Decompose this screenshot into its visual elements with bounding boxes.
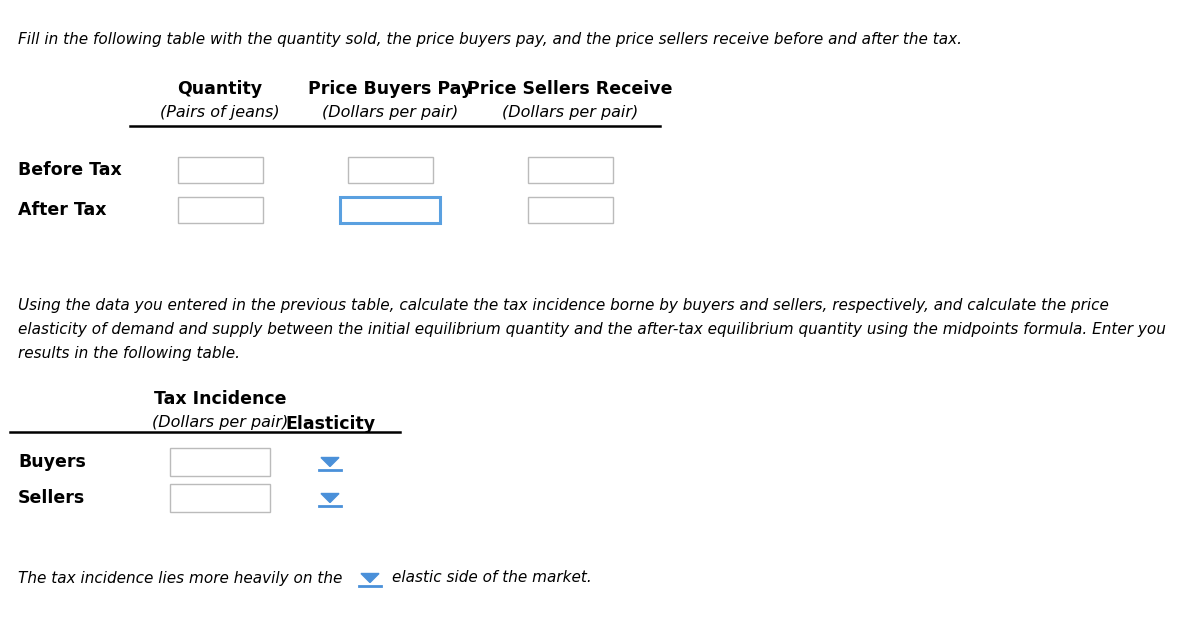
Bar: [170, 484, 270, 512]
Text: elasticity of demand and supply between the initial equilibrium quantity and the: elasticity of demand and supply between …: [18, 322, 1166, 337]
Bar: [178, 197, 263, 223]
Text: Quantity: Quantity: [178, 80, 263, 98]
Text: Tax Incidence: Tax Incidence: [154, 390, 287, 408]
Text: Buyers: Buyers: [18, 453, 86, 471]
Bar: [170, 448, 270, 476]
Bar: [178, 157, 263, 183]
Polygon shape: [322, 494, 340, 503]
Text: (Dollars per pair): (Dollars per pair): [152, 415, 288, 430]
Text: elastic side of the market.: elastic side of the market.: [392, 571, 592, 586]
Text: Sellers: Sellers: [18, 489, 85, 507]
Text: Price Sellers Receive: Price Sellers Receive: [467, 80, 673, 98]
Text: results in the following table.: results in the following table.: [18, 346, 240, 361]
Text: (Dollars per pair): (Dollars per pair): [322, 105, 458, 120]
Text: The tax incidence lies more heavily on the: The tax incidence lies more heavily on t…: [18, 571, 342, 586]
Bar: [348, 157, 432, 183]
Polygon shape: [322, 457, 340, 467]
Text: (Pairs of jeans): (Pairs of jeans): [160, 105, 280, 120]
Bar: [528, 157, 612, 183]
Polygon shape: [361, 574, 379, 582]
Text: Elasticity: Elasticity: [284, 415, 376, 433]
Text: After Tax: After Tax: [18, 201, 107, 219]
Text: Before Tax: Before Tax: [18, 161, 121, 179]
Bar: [528, 197, 612, 223]
Text: Fill in the following table with the quantity sold, the price buyers pay, and th: Fill in the following table with the qua…: [18, 32, 962, 47]
Text: Price Buyers Pay: Price Buyers Pay: [308, 80, 472, 98]
Text: (Dollars per pair): (Dollars per pair): [502, 105, 638, 120]
Text: Using the data you entered in the previous table, calculate the tax incidence bo: Using the data you entered in the previo…: [18, 298, 1109, 313]
Bar: [340, 197, 440, 223]
